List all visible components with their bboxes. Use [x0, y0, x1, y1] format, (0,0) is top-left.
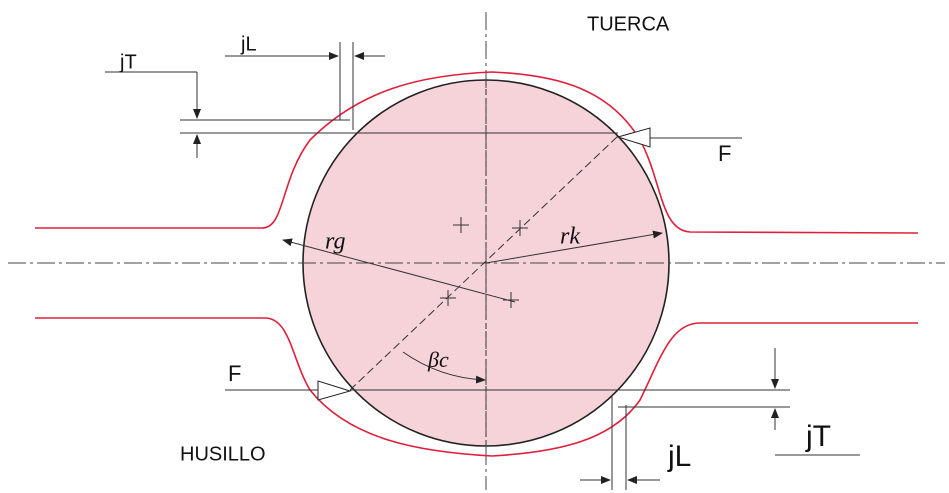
- nut-label: TUERCA: [587, 13, 670, 35]
- bottom-dimensions: [350, 348, 860, 490]
- beta-label: βc: [427, 347, 449, 372]
- right-force-label: F: [718, 141, 731, 166]
- bottom-jt-label: jT: [805, 420, 831, 453]
- top-jl-label: jL: [240, 33, 257, 55]
- forces: [225, 127, 742, 401]
- screw-label: HUSILLO: [180, 443, 266, 465]
- rg-radius: [282, 238, 516, 303]
- rg-label: rg: [325, 229, 345, 255]
- contact-line: [349, 135, 619, 391]
- centers: [440, 217, 528, 308]
- top-jt-label: jT: [119, 51, 137, 73]
- left-force-label: F: [228, 361, 241, 386]
- rk-label: rk: [560, 224, 580, 250]
- bottom-jl-label: jL: [667, 440, 691, 473]
- top-dimensions: [105, 42, 618, 158]
- beta-arc: [402, 351, 486, 384]
- nut-profile: [35, 71, 919, 234]
- rk-radius: [485, 230, 663, 264]
- screw-profile: [35, 317, 918, 457]
